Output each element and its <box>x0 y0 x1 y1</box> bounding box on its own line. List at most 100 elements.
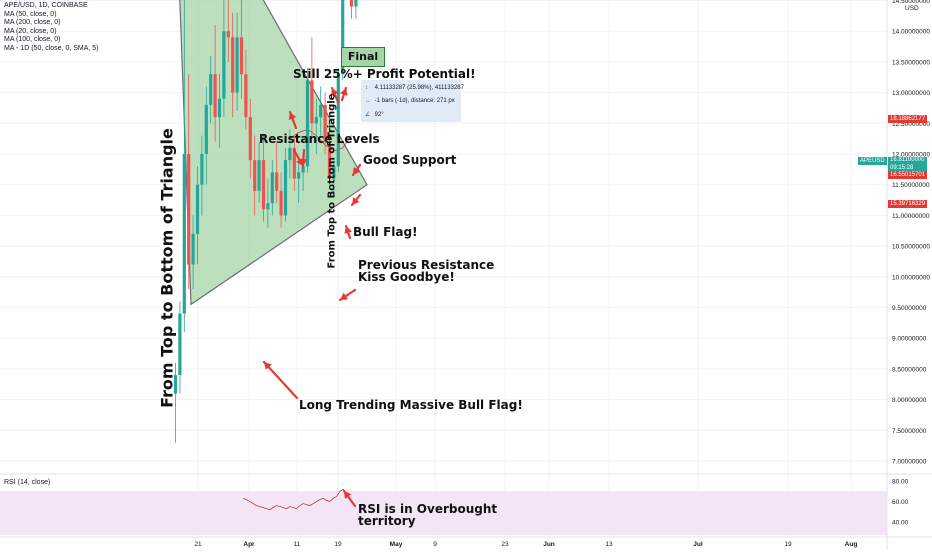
candle-body <box>327 141 332 179</box>
candle-body <box>297 172 301 179</box>
legend-indicator[interactable]: MA - 1D (50, close, 0, SMA, 5) <box>4 44 99 52</box>
arrow-head <box>340 292 349 300</box>
legend-indicator[interactable]: MA (100, close, 0) <box>4 36 61 44</box>
arrow-head <box>353 166 361 175</box>
candle-body <box>270 172 274 204</box>
y-tick-label: 12.00000000 <box>892 152 930 159</box>
candle-body <box>332 166 336 179</box>
candle-body <box>187 154 191 265</box>
y-tick-label: 9.00000000 <box>892 336 927 343</box>
annotation-vertical-small[interactable]: From Top to Bottom of Triangle <box>326 93 338 269</box>
candle-body <box>209 74 213 105</box>
level-tag-low: 15.39716329 <box>888 200 928 208</box>
arrow-head <box>352 197 360 205</box>
candle-body <box>226 31 230 38</box>
x-tick-label: Jul <box>693 541 703 548</box>
annotation-long-trending[interactable]: Long Trending Massive Bull Flag! <box>299 398 523 412</box>
arrow-head <box>299 158 308 166</box>
y-tick-label: 13.00000000 <box>892 90 930 97</box>
annotation-rsi-overbought[interactable]: RSI is in Overbought <box>358 502 498 516</box>
candle-body <box>257 160 261 191</box>
rsi-tick-label: 40.00 <box>892 520 909 527</box>
level-value-low: 15.39716329 <box>890 201 926 207</box>
candle-body <box>266 203 270 210</box>
x-tick-label: 11 <box>294 541 301 548</box>
y-tick-label: 11.50000000 <box>892 182 930 189</box>
candle-body <box>191 233 195 265</box>
x-tick-label: Apr <box>243 541 255 548</box>
triangle-shape <box>179 0 368 306</box>
arrow-head <box>339 88 348 96</box>
annotation-previous-resistance[interactable]: Previous Resistance <box>358 258 495 272</box>
candle-body <box>248 117 252 161</box>
x-tick-label: Jun <box>543 541 555 548</box>
currency-label: USD <box>905 5 919 12</box>
candle-body <box>200 154 204 185</box>
candle-body <box>283 160 288 216</box>
x-tick-label: 23 <box>501 541 509 548</box>
legend-indicator[interactable]: MA (200, close, 0) <box>4 19 61 27</box>
annotation-resistance[interactable]: Resistance Levels <box>259 132 380 146</box>
y-tick-label: 14.50000000 <box>892 0 930 5</box>
arrow-head <box>264 362 272 370</box>
y-tick-label: 13.50000000 <box>892 59 930 66</box>
rsi-legend[interactable]: RSI (14, close) <box>4 479 51 486</box>
y-tick-label: 8.00000000 <box>892 397 927 404</box>
arrow-head <box>344 491 352 500</box>
annotation-kiss-goodbye[interactable]: Kiss Goodbye! <box>358 270 455 284</box>
ticker-label: APEUSD <box>860 158 885 164</box>
annotation-rsi-territory[interactable]: territory <box>358 514 416 528</box>
candle-body <box>305 80 310 167</box>
chart-legend: APE/USD, 1D, COINBASE MA (50, close, 0) … <box>4 2 99 54</box>
x-tick-label: 9 <box>433 541 437 548</box>
candle-body <box>310 80 314 124</box>
annotation-vertical-big[interactable]: From Top to Bottom of Triangle <box>157 128 177 408</box>
arrow-shaft <box>262 360 299 400</box>
ticker-tag: APEUSD <box>858 157 887 165</box>
x-tick-label: 19 <box>784 541 792 548</box>
x-tick-label: 21 <box>194 541 202 548</box>
x-tick-label: 19 <box>334 541 342 548</box>
y-tick-label: 10.00000000 <box>892 274 930 281</box>
candle-body <box>173 375 178 394</box>
candles <box>173 0 358 443</box>
y-tick-label: 7.50000000 <box>892 428 927 435</box>
annotation-arrows <box>262 86 362 508</box>
candle-body <box>292 147 296 179</box>
candle-body <box>222 31 226 99</box>
countdown-value: 09:15:28 <box>890 164 914 171</box>
ma-line <box>289 129 352 152</box>
candle-body <box>195 184 200 234</box>
annotation-bull-flag[interactable]: Bull Flag! <box>353 225 418 239</box>
measure-tooltip: ↕ 4.11133287 (25.98%), 411133287 ↔ -1 ba… <box>361 80 464 122</box>
tooltip-angle: 92° <box>374 112 384 118</box>
arrow-head <box>288 112 297 120</box>
legend-indicator[interactable]: MA (50, close, 0) <box>4 10 57 18</box>
candle-body <box>354 0 358 7</box>
y-tick-label: 7.00000000 <box>892 459 927 466</box>
candle-body <box>288 147 292 161</box>
annotation-profit[interactable]: Still 25%+ Profit Potential! <box>293 67 476 81</box>
final-label[interactable]: Final <box>341 47 385 67</box>
candle-body <box>217 98 222 118</box>
candle-body <box>204 104 208 154</box>
y-tick-label: 14.00000000 <box>892 29 930 36</box>
candle-body <box>314 117 318 124</box>
time-axis: 21 Apr 11 19 May 9 23 Jun 13 Jul 19 Aug <box>0 536 932 548</box>
candle-body <box>349 0 354 7</box>
candle-body <box>178 313 182 376</box>
candle-body <box>341 0 345 75</box>
legend-indicator[interactable]: MA (20, close, 0) <box>4 27 57 35</box>
rsi-tick-label: 60.00 <box>892 499 909 506</box>
price-axis: 7.00000000 7.50000000 8.00000000 8.50000000… <box>886 0 930 550</box>
rsi-band <box>0 491 887 535</box>
rsi-line <box>242 488 351 511</box>
y-tick-label: 12.50000000 <box>892 121 930 128</box>
candle-body <box>319 104 323 118</box>
candle-body <box>235 37 239 93</box>
annotation-support[interactable]: Good Support <box>363 153 457 167</box>
tooltip-price-range: 4.11133287 (25.98%), 411133287 <box>374 85 464 91</box>
x-tick-label: Aug <box>845 541 858 548</box>
